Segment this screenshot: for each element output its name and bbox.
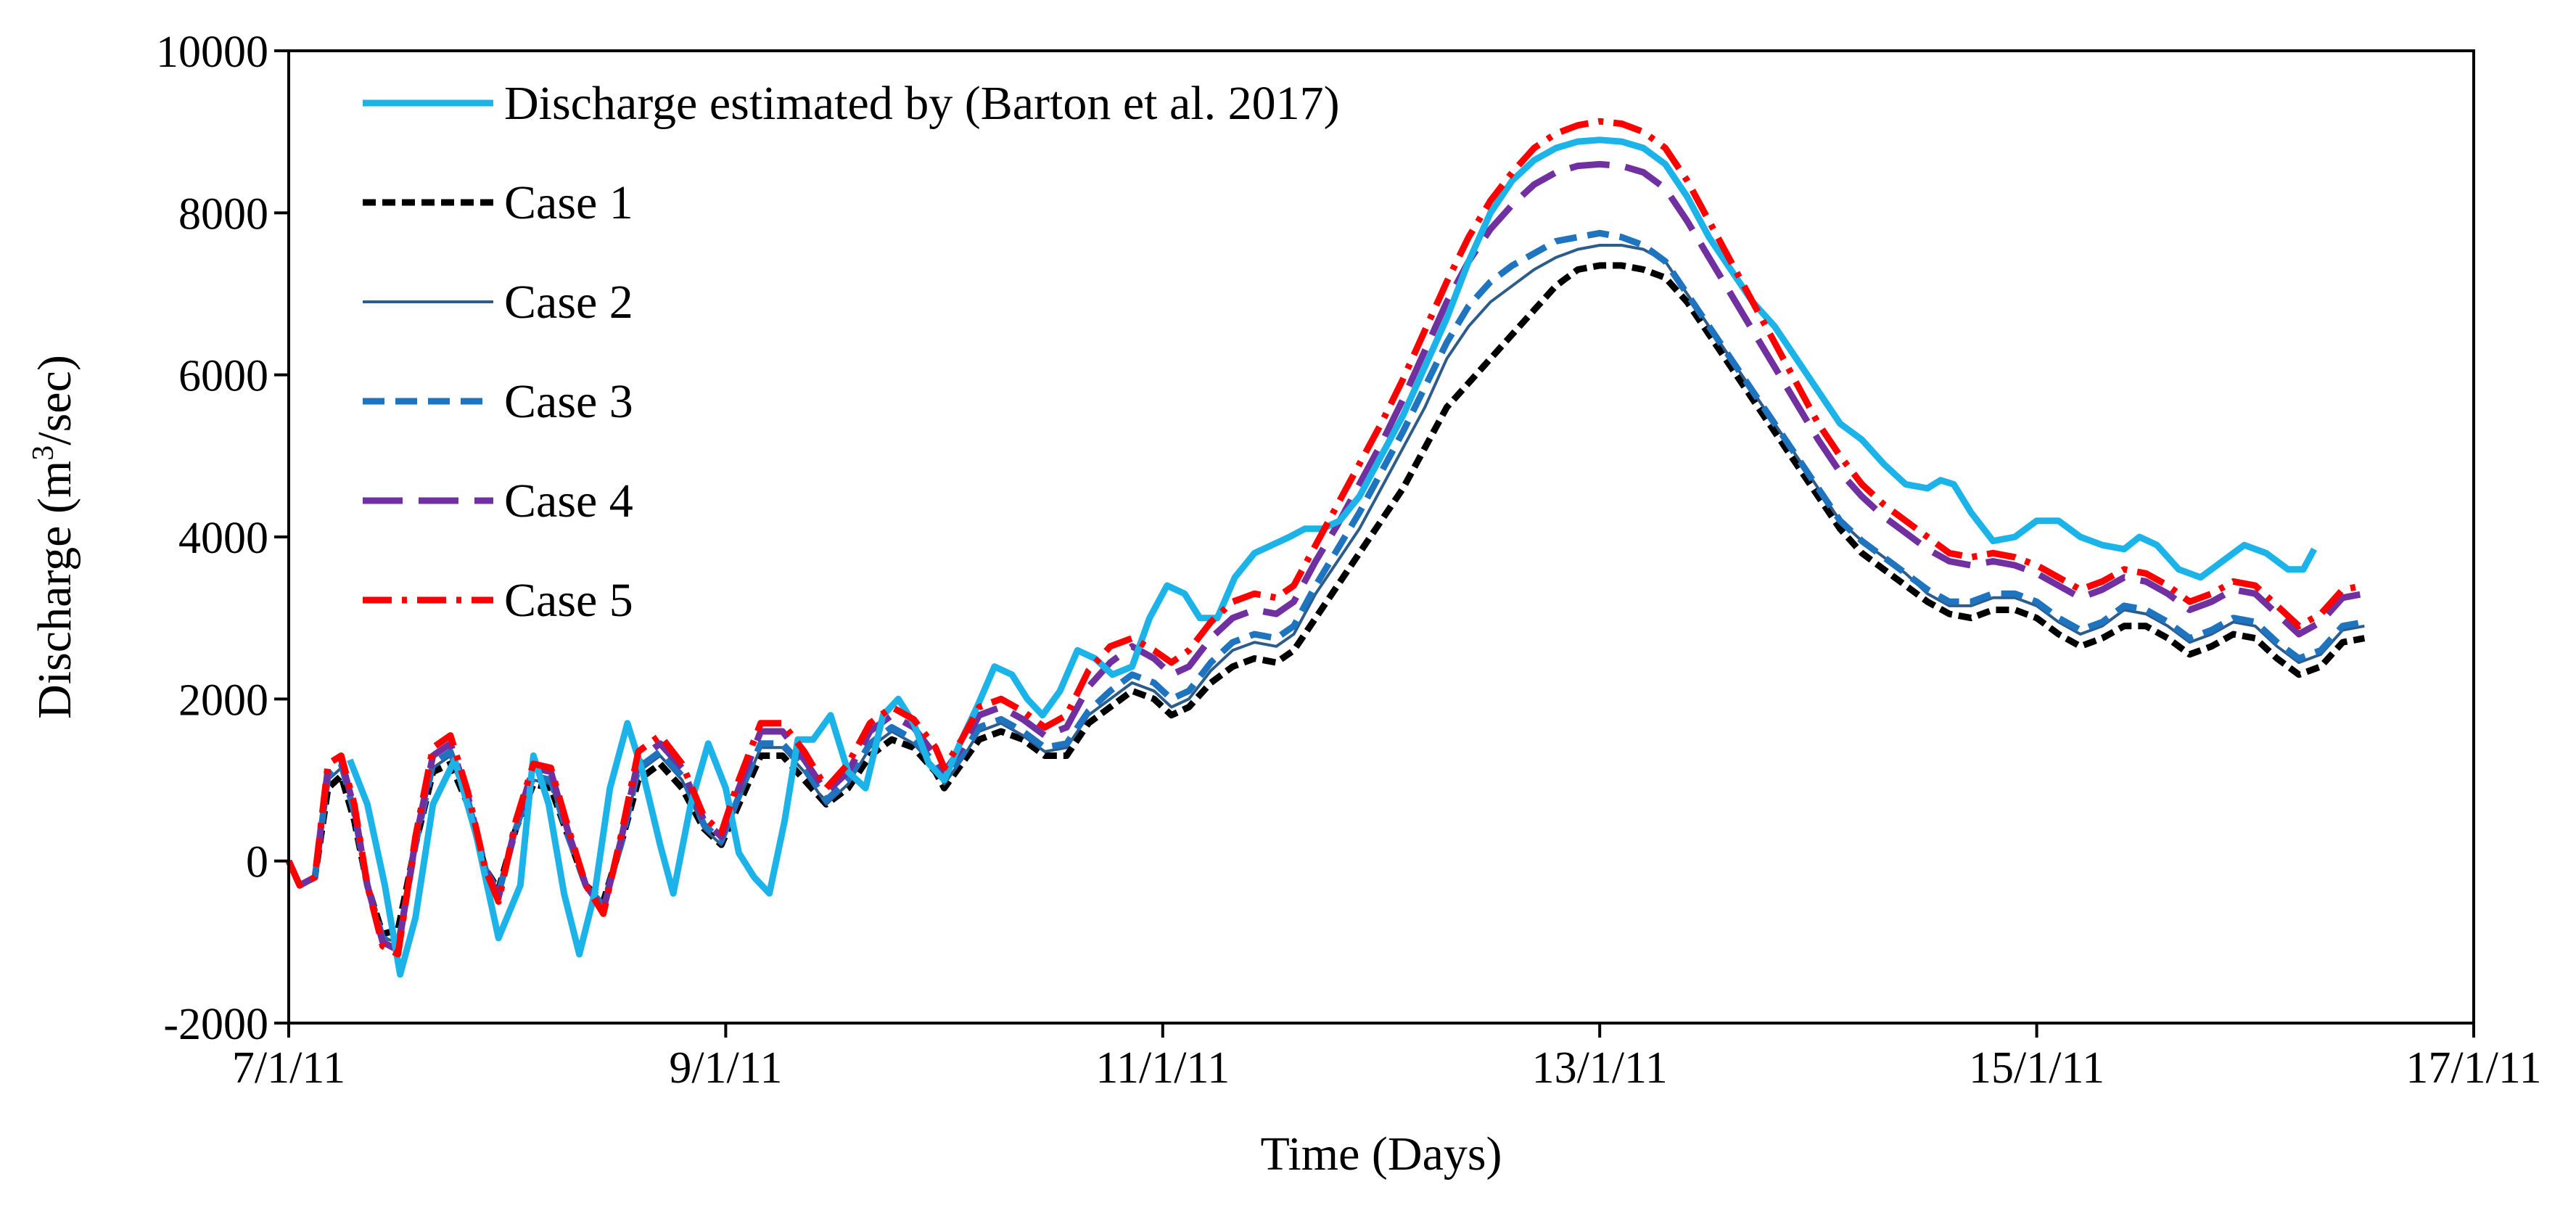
y-tick-label: 0 <box>246 838 268 887</box>
series-layer <box>285 118 2366 978</box>
legend: Discharge estimated by (Barton et al. 20… <box>363 77 1340 627</box>
axis-layer: -2000 0 2000 4000 6000 8000 10000 7/1/11 9/1/11 1… <box>156 28 2542 1093</box>
legend-label: Case 3 <box>504 375 633 428</box>
y-axis-title-superscript: 3 <box>27 446 60 461</box>
y-tick-label: 6000 <box>178 352 268 401</box>
y-axis-title-prefix: Discharge (m <box>28 461 81 719</box>
y-tick-label: 4000 <box>178 514 268 563</box>
legend-label: Case 4 <box>504 475 633 527</box>
legend-label: Discharge estimated by (Barton et al. 20… <box>504 77 1340 130</box>
x-tick-label: 15/1/11 <box>1969 1043 2104 1093</box>
series-line-case-5 <box>285 118 2366 958</box>
legend-label: Case 2 <box>504 276 633 329</box>
legend-label: Case 5 <box>504 574 633 627</box>
x-tick-label: 17/1/11 <box>2406 1043 2541 1093</box>
x-tick-label: 13/1/11 <box>1532 1043 1668 1093</box>
x-tick-label: 11/1/11 <box>1095 1043 1230 1093</box>
y-axis-title: Discharge (m3/sec) <box>27 355 81 719</box>
series-line-discharge-estimated-by-barton-et-al-2017 <box>347 136 2318 978</box>
y-tick-label: 8000 <box>178 189 268 239</box>
x-axis-title: Time (Days) <box>1260 1128 1502 1181</box>
y-tick-label: 10000 <box>156 28 268 77</box>
y-axis-title-suffix: /sec) <box>28 355 81 446</box>
legend-label: Case 1 <box>504 176 633 229</box>
y-tick-label: -2000 <box>163 1000 268 1049</box>
x-tick-label: 7/1/11 <box>232 1043 345 1093</box>
y-tick-label: 2000 <box>178 676 268 725</box>
x-tick-label: 9/1/11 <box>669 1043 782 1093</box>
